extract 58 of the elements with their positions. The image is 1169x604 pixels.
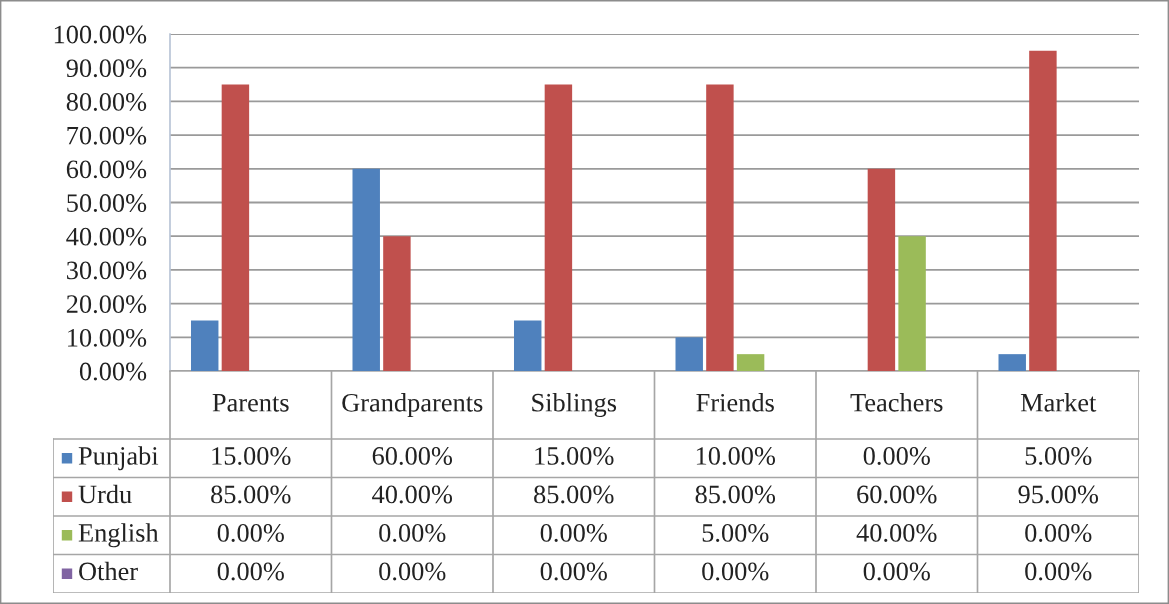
legend-label: English xyxy=(78,523,159,548)
legend-label: Other xyxy=(79,561,138,581)
data-label: 0.00% xyxy=(702,562,769,581)
data-label: 0.00% xyxy=(379,562,446,581)
y-tick-label: 80.00% xyxy=(66,93,147,111)
y-tick-label: 0.00% xyxy=(79,362,147,381)
y-tick-label: 30.00% xyxy=(66,261,147,280)
data-label: 15.00% xyxy=(535,447,614,465)
bar xyxy=(1029,50,1057,371)
y-tick-label: 10.00% xyxy=(68,328,147,347)
bar xyxy=(736,354,765,371)
data-label: 40.00% xyxy=(372,485,453,504)
bar xyxy=(221,84,250,371)
y-tick-label: 50.00% xyxy=(67,194,147,213)
data-label: 0.00% xyxy=(379,524,446,542)
data-label: 5.00% xyxy=(1025,447,1092,465)
data-label: 0.00% xyxy=(217,524,284,542)
x-tick-label: Parents xyxy=(212,394,289,412)
y-tick-label: 100.00% xyxy=(54,25,147,44)
data-label: 0.00% xyxy=(540,524,607,542)
bar xyxy=(544,84,573,371)
bar xyxy=(383,236,411,371)
data-label: 85.00% xyxy=(534,485,614,504)
data-label: 40.00% xyxy=(856,524,937,542)
bar xyxy=(898,236,926,371)
data-label: 95.00% xyxy=(1018,485,1099,504)
bar xyxy=(867,168,896,371)
y-tick-label: 40.00% xyxy=(66,227,147,246)
x-tick-label: Market xyxy=(1020,393,1097,412)
bar xyxy=(514,320,542,371)
x-tick-label: Teachers xyxy=(850,393,943,412)
data-label: 0.00% xyxy=(1025,562,1092,581)
data-label: 60.00% xyxy=(372,447,453,465)
data-label: 0.00% xyxy=(863,562,930,581)
data-label: 0.00% xyxy=(540,562,607,581)
x-tick-label: Siblings xyxy=(532,393,617,418)
data-label: 60.00% xyxy=(857,485,937,504)
y-tick-label: 70.00% xyxy=(67,126,147,145)
y-tick-label: 90.00% xyxy=(66,59,147,78)
y-tick-label: 20.00% xyxy=(66,295,147,314)
data-label: 0.00% xyxy=(217,562,284,581)
legend-label: Urdu xyxy=(78,484,132,504)
data-label: 10.00% xyxy=(696,447,776,465)
bar xyxy=(998,354,1026,371)
data-label: 85.00% xyxy=(695,485,776,504)
x-tick-label: Friends xyxy=(696,393,774,412)
bar xyxy=(706,84,734,371)
data-label: 85.00% xyxy=(211,485,291,504)
bar xyxy=(191,320,219,371)
bar xyxy=(675,337,703,371)
data-label: 15.00% xyxy=(212,447,291,465)
bar xyxy=(352,168,380,371)
legend-label: Punjabi xyxy=(78,446,159,471)
data-label: 0.00% xyxy=(1025,524,1092,542)
data-label: 0.00% xyxy=(863,447,930,465)
data-label: 5.00% xyxy=(702,524,769,542)
x-tick-label: Grandparents xyxy=(342,393,483,417)
y-tick-label: 60.00% xyxy=(66,160,147,179)
